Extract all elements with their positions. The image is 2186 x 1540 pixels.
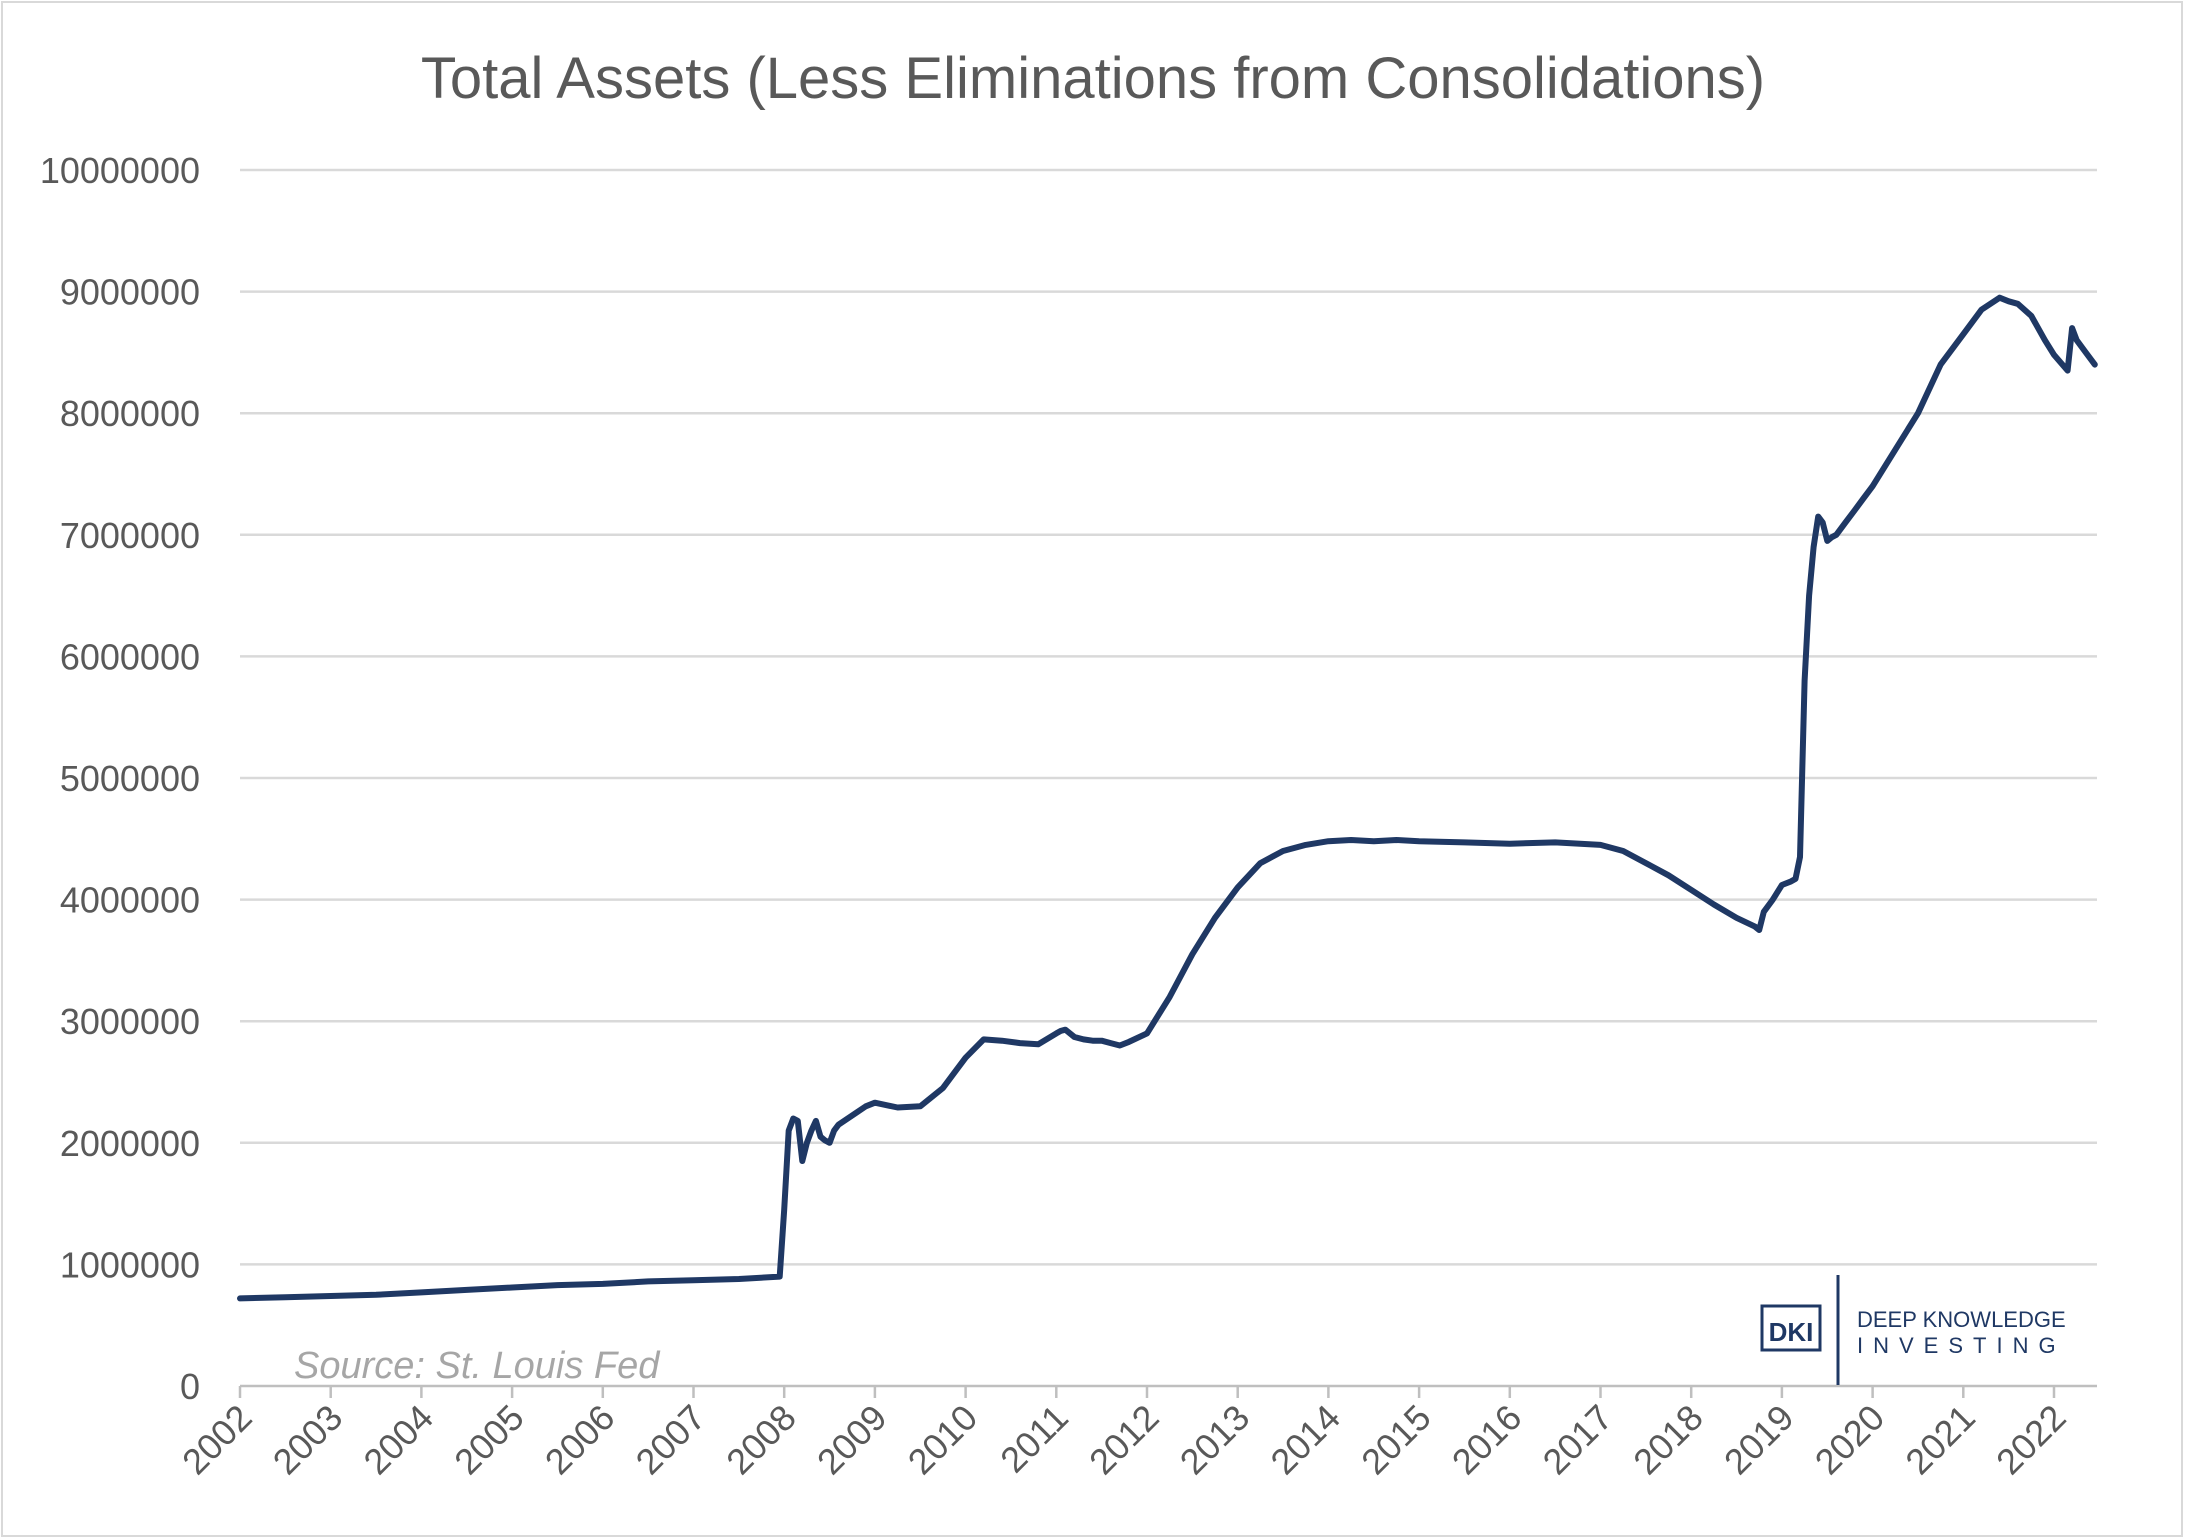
x-tick-label: 2022 [1988,1397,2074,1483]
y-tick-label: 1000000 [60,1244,200,1285]
y-tick-label: 6000000 [60,636,200,677]
chart-title: Total Assets (Less Eliminations from Con… [421,46,1765,111]
y-tick-label: 4000000 [60,880,200,921]
y-tick-label: 2000000 [60,1123,200,1164]
y-axis-ticks: 0 1000000 2000000 3000000 4000000 5000000 6000… [40,150,200,1407]
x-tick-label: 2013 [1172,1397,1258,1483]
y-tick-label: 5000000 [60,758,200,799]
x-tick-label: 2017 [1535,1397,1621,1483]
x-tick-label: 2020 [1807,1397,1893,1483]
series-layer [237,294,2098,1302]
x-tick-label: 2010 [900,1397,986,1483]
source-note: Source: St. Louis Fed [294,1345,661,1387]
dki-logo-box [1760,1304,1822,1352]
x-tick-label: 2007 [628,1397,714,1483]
x-tick-label: 2015 [1353,1397,1439,1483]
x-tick-label: 2005 [446,1397,532,1483]
y-tick-label: 10000000 [40,150,200,191]
x-tick-label: 2009 [809,1397,895,1483]
dki-logo: DKI DEEP KNOWLEDGE INVESTING [1760,1275,2066,1385]
dki-logo-sub: INVESTING [1857,1333,2066,1358]
x-tick-label: 2004 [355,1397,441,1483]
x-tick-label: 2012 [1081,1397,1167,1483]
x-axis-ticks: 2002 2003 2004 2005 2006 2007 2008 2009 2010 2011… [174,1386,2074,1482]
x-tick-label: 2006 [537,1397,623,1483]
y-tick-label: 8000000 [60,393,200,434]
dki-logo-mark: DKI [1769,1317,1814,1347]
x-tick-label: 2019 [1716,1397,1802,1483]
x-tick-label: 2021 [1897,1397,1983,1483]
y-tick-label: 3000000 [60,1001,200,1042]
series-line-0 [237,294,2098,1302]
x-tick-label: 2008 [718,1397,804,1483]
x-tick-label: 2014 [1262,1397,1348,1483]
gridlines [240,168,2097,1388]
x-tick-label: 2016 [1444,1397,1530,1483]
x-tick-label: 2002 [174,1397,260,1483]
x-tick-label: 2011 [992,1397,1076,1481]
x-tick-label: 2018 [1625,1397,1711,1483]
x-tick-label: 2003 [265,1397,351,1483]
y-tick-label: 9000000 [60,272,200,313]
y-tick-label: 7000000 [60,515,200,556]
dki-logo-name: DEEP KNOWLEDGE [1857,1307,2066,1332]
y-tick-label: 0 [180,1366,200,1407]
